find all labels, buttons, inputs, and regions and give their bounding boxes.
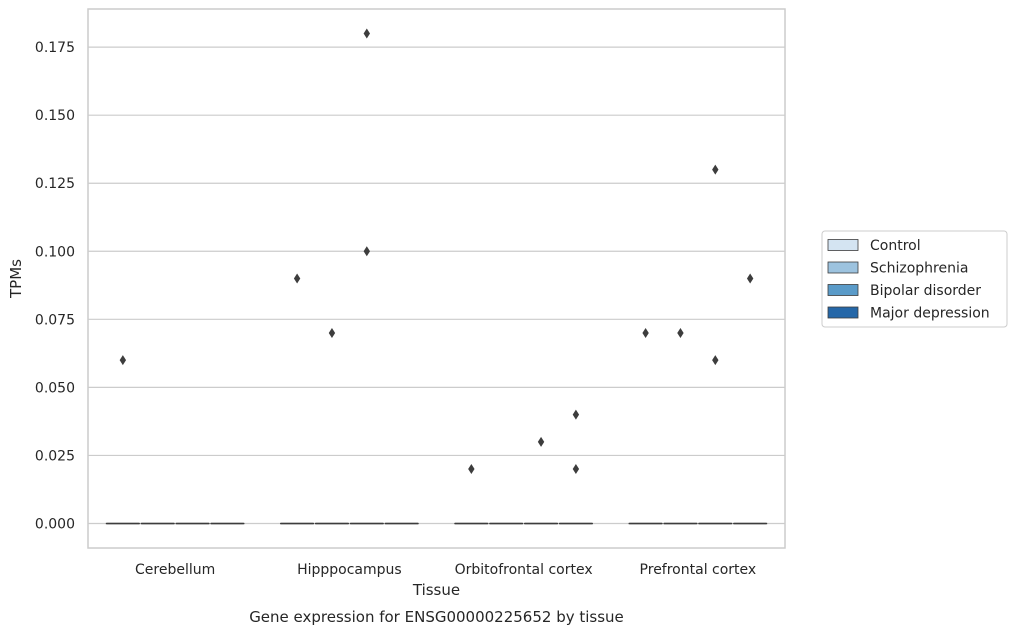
figure-caption: Gene expression for ENSG00000225652 by t… xyxy=(249,608,624,626)
outlier-point xyxy=(746,273,754,284)
y-tick-label: 0.100 xyxy=(35,244,75,260)
legend-swatch xyxy=(827,306,859,319)
grid-lines xyxy=(88,46,785,525)
outlier-point xyxy=(572,464,580,475)
outlier-point xyxy=(328,327,336,338)
outlier-point xyxy=(537,436,545,447)
x-tick-labels: Cerebellum Hipppocampus Orbitofrontal cort… xyxy=(135,562,756,578)
x-tick-label: Hipppocampus xyxy=(297,562,402,578)
outlier-point xyxy=(363,28,370,39)
legend-label: Schizophrenia xyxy=(870,261,968,277)
legend-label: Control xyxy=(870,238,921,254)
y-tick-labels: 0.000 0.025 0.050 0.075 0.100 0.125 0.150 0.175 xyxy=(35,40,75,532)
outlier-point xyxy=(119,355,127,366)
legend: Control Schizophrenia Bipolar disorder Majo… xyxy=(821,230,1008,328)
y-tick-label: 0.175 xyxy=(35,40,75,56)
y-tick-label: 0.125 xyxy=(35,176,75,192)
outlier-point xyxy=(642,327,649,338)
legend-label: Major depression xyxy=(870,306,990,322)
x-tick-label: Orbitofrontal cortex xyxy=(455,562,593,578)
outlier-point xyxy=(677,327,684,338)
legend-label: Bipolar disorder xyxy=(870,283,981,299)
outlier-point xyxy=(363,246,370,257)
legend-swatch xyxy=(827,261,859,274)
y-tick-label: 0.050 xyxy=(35,380,75,396)
outlier-point xyxy=(293,273,301,284)
outlier-point xyxy=(572,409,580,420)
y-tick-label: 0.000 xyxy=(35,517,75,533)
outliers xyxy=(119,28,754,475)
legend-frame xyxy=(821,230,1008,328)
x-tick-label: Prefrontal cortex xyxy=(640,562,757,578)
legend-swatch xyxy=(827,284,859,296)
y-tick-label: 0.075 xyxy=(35,312,75,328)
y-tick-label: 0.150 xyxy=(35,108,75,124)
outlier-point xyxy=(468,464,475,475)
plot-frame xyxy=(87,8,786,549)
x-tick-label: Cerebellum xyxy=(135,562,215,578)
x-axis-title: Tissue xyxy=(412,581,460,599)
y-axis-title: TPMs xyxy=(7,259,25,299)
y-tick-label: 0.025 xyxy=(35,448,75,464)
outlier-point xyxy=(712,164,719,175)
outlier-point xyxy=(712,355,719,366)
legend-swatch xyxy=(827,239,859,251)
